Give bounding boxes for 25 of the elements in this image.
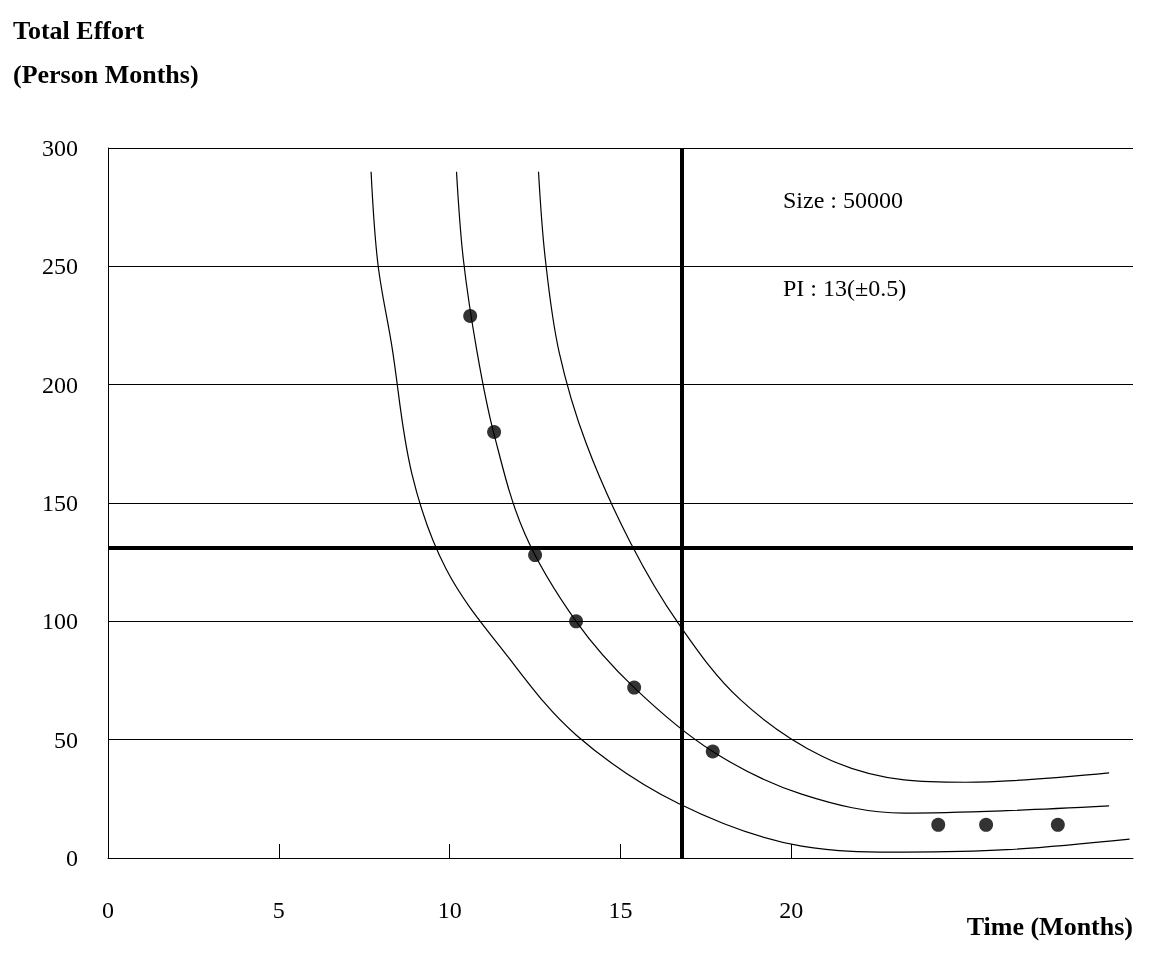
- x-axis-title: Time (Months): [966, 911, 1134, 941]
- point: [463, 309, 478, 324]
- y-axis-title: Total Effort (Person Months): [13, 15, 199, 89]
- y-tick-label: 250: [42, 253, 78, 280]
- x-tick-label: 10: [437, 897, 462, 923]
- x-tick-label: 0: [102, 897, 114, 923]
- point: [979, 817, 994, 832]
- y-tick-label: 0: [66, 845, 78, 871]
- point: [569, 614, 584, 629]
- x-tick-label: 20: [779, 897, 804, 923]
- point: [931, 817, 946, 832]
- point: [528, 548, 543, 563]
- point: [705, 744, 720, 759]
- annotation: PI : 13(±0.5): [783, 275, 907, 301]
- x-tick-label: 5: [272, 897, 285, 923]
- y-tick-label: 150: [42, 490, 78, 516]
- y-tick-label: 300: [42, 135, 78, 161]
- y-tick-label: 100: [42, 608, 78, 635]
- annotation: Size : 50000: [783, 187, 903, 213]
- point: [1050, 817, 1065, 832]
- x-tick-label: 15: [608, 897, 633, 923]
- point: [627, 680, 642, 695]
- point: [487, 425, 502, 439]
- y-tick-label: 200: [42, 371, 78, 398]
- y-tick-label: 50: [54, 726, 78, 753]
